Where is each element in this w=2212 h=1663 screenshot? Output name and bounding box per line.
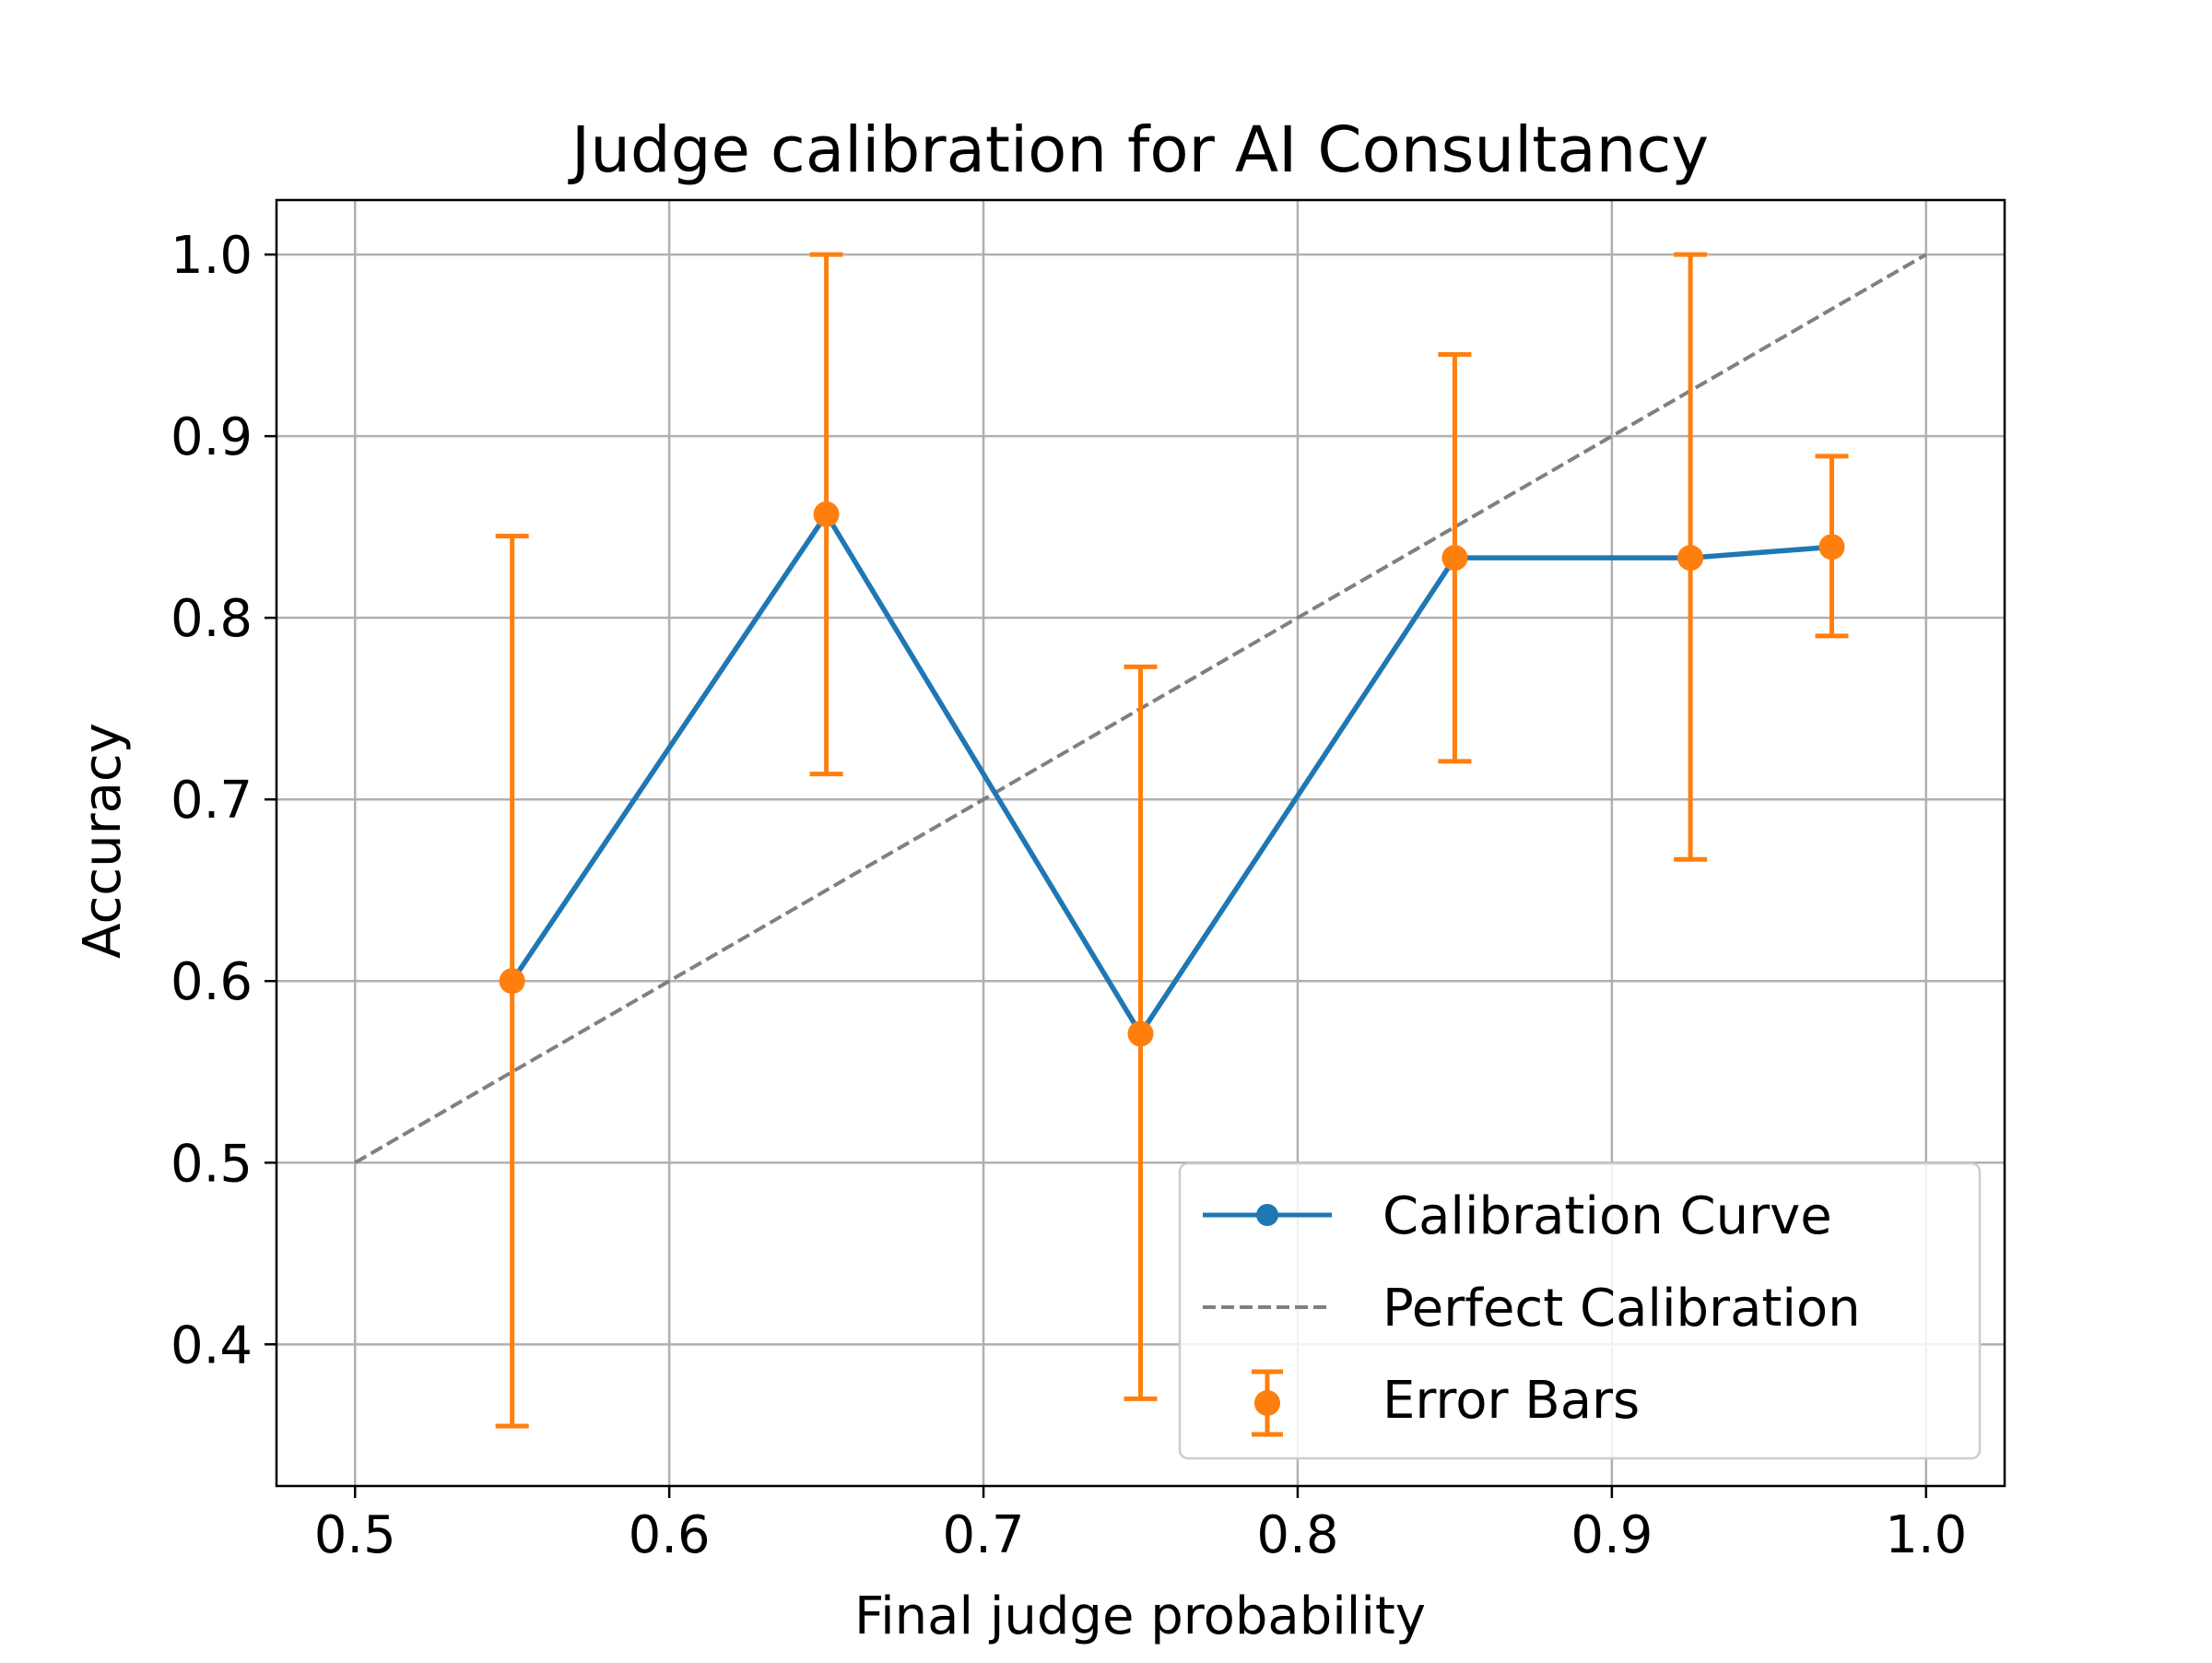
legend-curve-swatch-marker: [1256, 1204, 1278, 1226]
x-tick-label: 0.8: [1256, 1505, 1338, 1565]
error-bar-point: [1818, 534, 1845, 560]
legend-errorbar-swatch: [1252, 1369, 1283, 1437]
x-tick-label: 0.6: [629, 1505, 711, 1565]
y-tick-label: 0.4: [171, 1315, 253, 1375]
y-tick-label: 0.7: [171, 771, 253, 831]
error-bar-point: [1441, 545, 1468, 572]
y-axis-label: Accuracy: [73, 723, 133, 959]
chart-title: Judge calibration for AI Consultancy: [568, 113, 1709, 187]
x-tick-label: 0.9: [1571, 1505, 1653, 1565]
legend-box: [1178, 1162, 1982, 1460]
y-tick-label: 0.5: [171, 1134, 253, 1194]
legend-errorbar-marker: [1254, 1390, 1280, 1416]
error-bar-point: [1677, 545, 1704, 572]
legend-label-calibration-curve: Calibration Curve: [1382, 1186, 1832, 1246]
calibration-curve-line: [510, 512, 1832, 1037]
x-axis-label: Final judge probability: [854, 1586, 1426, 1646]
y-tick-label: 0.8: [171, 589, 253, 649]
y-tick-label: 0.9: [171, 407, 253, 467]
legend-label-perfect-calibration: Perfect Calibration: [1382, 1279, 1861, 1339]
y-tick-label: 0.6: [171, 952, 253, 1012]
error-bar-point: [813, 501, 840, 527]
legend-label-error-bars: Error Bars: [1382, 1371, 1640, 1431]
plot-area-frame: [275, 198, 2006, 1488]
x-tick-label: 0.5: [314, 1505, 396, 1565]
error-bars-layer: [495, 252, 1849, 1429]
axis-ticks: 0.5 0.6 0.7 0.8 0.9 1.0 0.4 0.5 0.6 0.7 0.8 0.9 1.0: [171, 226, 1967, 1565]
legend: Calibration Curve Perfect Calibration Er…: [1178, 1162, 1982, 1460]
error-bar-point: [1127, 1020, 1154, 1047]
error-bar-point: [499, 968, 525, 995]
x-tick-label: 1.0: [1885, 1505, 1967, 1565]
y-tick-label: 1.0: [171, 226, 253, 286]
x-tick-label: 0.7: [943, 1505, 1025, 1565]
